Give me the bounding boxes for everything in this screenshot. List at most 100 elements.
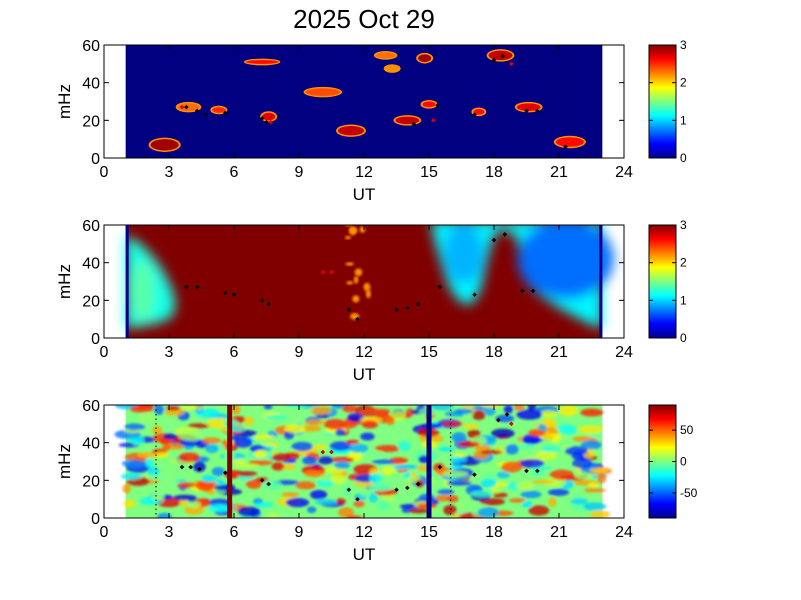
heatmap-cell	[233, 463, 260, 468]
y-tick-label: 0	[91, 511, 100, 528]
heatmap-cell	[549, 469, 574, 480]
x-tick-label: 15	[420, 344, 438, 361]
peak-marker	[405, 485, 410, 491]
heatmap-cell	[335, 498, 346, 505]
heatmap-low-core	[443, 225, 484, 284]
heatmap-cell	[513, 405, 525, 411]
y-axis-label: mHz	[55, 264, 74, 299]
heatmap-cell	[394, 464, 419, 469]
colorbar-tick-label: 0	[680, 455, 687, 469]
heatmap-cell	[310, 489, 328, 500]
peak-marker	[264, 119, 269, 125]
heatmap-low-regions	[125, 225, 614, 338]
heatmap-cell	[307, 506, 317, 514]
heatmap-cell	[541, 434, 555, 440]
x-tick-label: 24	[615, 524, 633, 541]
peak-marker	[179, 464, 185, 470]
colorbar-tick-label: 0	[680, 331, 687, 345]
heatmap-cell	[263, 405, 273, 410]
y-tick-label: 60	[82, 38, 100, 55]
heatmap-speck	[353, 220, 360, 224]
heatmap-cell	[516, 409, 543, 420]
heatmap-cell	[493, 482, 508, 487]
heatmap-cell	[254, 502, 274, 508]
heatmap-cell	[312, 444, 328, 450]
data-edge-left	[125, 225, 129, 338]
heatmap-cell	[262, 479, 282, 490]
heatmap-cell	[138, 413, 155, 424]
heatmap-cell	[565, 446, 588, 456]
peak-marker	[472, 292, 477, 297]
heatmap-cell	[548, 488, 570, 496]
heatmap-cell	[285, 497, 310, 508]
x-tick-label: 6	[230, 344, 239, 361]
heatmap-cell	[264, 414, 287, 421]
heatmap-cell	[291, 441, 313, 452]
heatmap-cell	[161, 494, 173, 500]
peak-marker	[415, 481, 421, 487]
heatmap-cell	[173, 494, 197, 501]
x-tick-label: 9	[295, 524, 304, 541]
heatmap-cell	[470, 490, 494, 498]
heatmap-cell	[516, 481, 534, 491]
heatmap-cell	[519, 458, 545, 468]
heatmap-cell	[589, 510, 611, 518]
y-tick-label: 0	[91, 331, 100, 348]
heatmap-cell	[198, 498, 211, 508]
heatmap-cell	[572, 458, 593, 469]
heatmap-cell	[520, 490, 542, 499]
vertical-event-line	[227, 405, 233, 518]
y-tick-label: 20	[82, 473, 100, 490]
x-axis-label: UT	[353, 545, 376, 564]
heatmap-cell	[284, 424, 306, 434]
heatmap-cell	[123, 499, 136, 508]
heatmap-cell	[331, 456, 355, 463]
heatmap-cell	[368, 492, 378, 503]
heatmap-cell	[377, 500, 390, 511]
heatmap-patch	[338, 125, 364, 136]
peak-marker	[231, 292, 237, 297]
heatmap-cell	[480, 450, 502, 455]
heatmap-cell	[371, 459, 397, 465]
heatmap-cell	[429, 405, 454, 411]
heatmap-cell	[578, 425, 604, 434]
peak-marker	[472, 112, 477, 117]
colorbar: 0 1 2 3	[648, 38, 687, 165]
heatmap-cell	[347, 413, 364, 422]
colorbar-tick-label: 1	[680, 113, 687, 127]
heatmap-cell	[540, 445, 560, 453]
heatmap-cell	[305, 419, 326, 426]
x-axis-label: UT	[353, 185, 376, 204]
peak-marker	[504, 412, 510, 417]
peak-marker-red	[329, 269, 334, 275]
heatmap-cell	[489, 485, 501, 494]
plot-area	[104, 45, 624, 158]
x-tick-label: 3	[165, 524, 174, 541]
x-tick-label: 9	[295, 344, 304, 361]
peak-marker	[491, 237, 497, 243]
heatmap-cell	[271, 453, 291, 461]
heatmap-cell	[302, 455, 317, 466]
heatmap-cell	[597, 472, 607, 484]
x-axis-label: UT	[353, 365, 376, 384]
heatmap-cell	[521, 500, 533, 508]
heatmap-cell	[480, 478, 497, 488]
peak-marker-red	[329, 449, 334, 455]
heatmap-cell	[503, 405, 514, 414]
heatmap-cell	[318, 456, 334, 465]
peak-marker	[223, 110, 228, 116]
peak-marker	[437, 464, 443, 470]
heatmap-cell	[491, 428, 515, 439]
heatmap-cell	[462, 423, 479, 430]
peak-marker	[259, 478, 265, 483]
heatmap-cell	[188, 501, 202, 509]
heatmap-patch	[516, 103, 541, 111]
heatmap-cell	[580, 440, 602, 450]
heatmap-cell	[179, 405, 206, 411]
peak-marker	[530, 288, 536, 294]
heatmap-patch	[245, 60, 279, 64]
heatmap-cell	[163, 433, 177, 440]
heatmap-speck	[346, 281, 354, 285]
